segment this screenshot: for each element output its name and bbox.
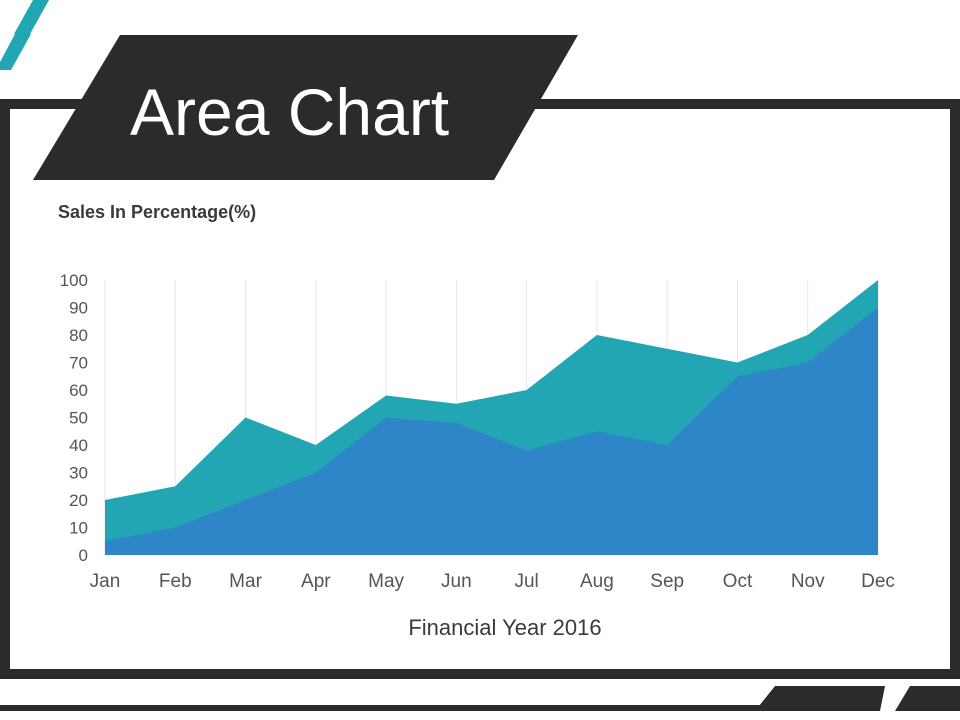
bottom-rule <box>0 705 960 711</box>
x-tick-label: Jun <box>441 571 472 592</box>
y-tick-label: 10 <box>69 519 88 538</box>
x-tick-label: Jul <box>514 571 538 592</box>
y-axis-ticks: 0 10 20 30 40 50 60 70 80 90 100 <box>60 271 88 565</box>
x-tick-label: Apr <box>301 571 331 592</box>
x-tick-label: Aug <box>580 571 614 592</box>
area-chart: 0 10 20 30 40 50 60 70 80 90 100 Jan Feb Mar Apr May Ju… <box>58 202 895 640</box>
bottom-tab <box>755 686 960 711</box>
y-axis-label: Sales In Percentage(%) <box>58 202 256 222</box>
area-series-2 <box>105 307 878 555</box>
y-tick-label: 100 <box>60 271 88 290</box>
bottom-tab-notch <box>880 686 910 711</box>
y-tick-label: 90 <box>69 299 88 318</box>
title-banner <box>33 35 578 180</box>
x-tick-label: May <box>368 571 404 592</box>
accent-stripe-mid <box>0 34 31 70</box>
x-axis-label: Financial Year 2016 <box>408 615 601 640</box>
x-tick-label: Dec <box>861 571 895 592</box>
x-axis-ticks: Jan Feb Mar Apr May Jun Jul Aug Sep Oct Nov Dec <box>90 571 895 592</box>
page-title: Area Chart <box>130 75 449 149</box>
accent-stripe-top <box>14 0 49 34</box>
y-tick-label: 60 <box>69 381 88 400</box>
chart-areas <box>105 280 878 555</box>
x-tick-label: Sep <box>650 571 684 592</box>
y-tick-label: 30 <box>69 464 88 483</box>
y-tick-label: 40 <box>69 436 88 455</box>
y-tick-label: 0 <box>79 546 88 565</box>
x-tick-label: Nov <box>791 571 825 592</box>
x-tick-label: Feb <box>159 571 192 592</box>
y-tick-label: 20 <box>69 491 88 510</box>
x-tick-label: Jan <box>90 571 121 592</box>
x-tick-label: Mar <box>229 571 262 592</box>
y-tick-label: 70 <box>69 354 88 373</box>
x-tick-label: Oct <box>723 571 753 592</box>
y-tick-label: 50 <box>69 409 88 428</box>
y-tick-label: 80 <box>69 326 88 345</box>
